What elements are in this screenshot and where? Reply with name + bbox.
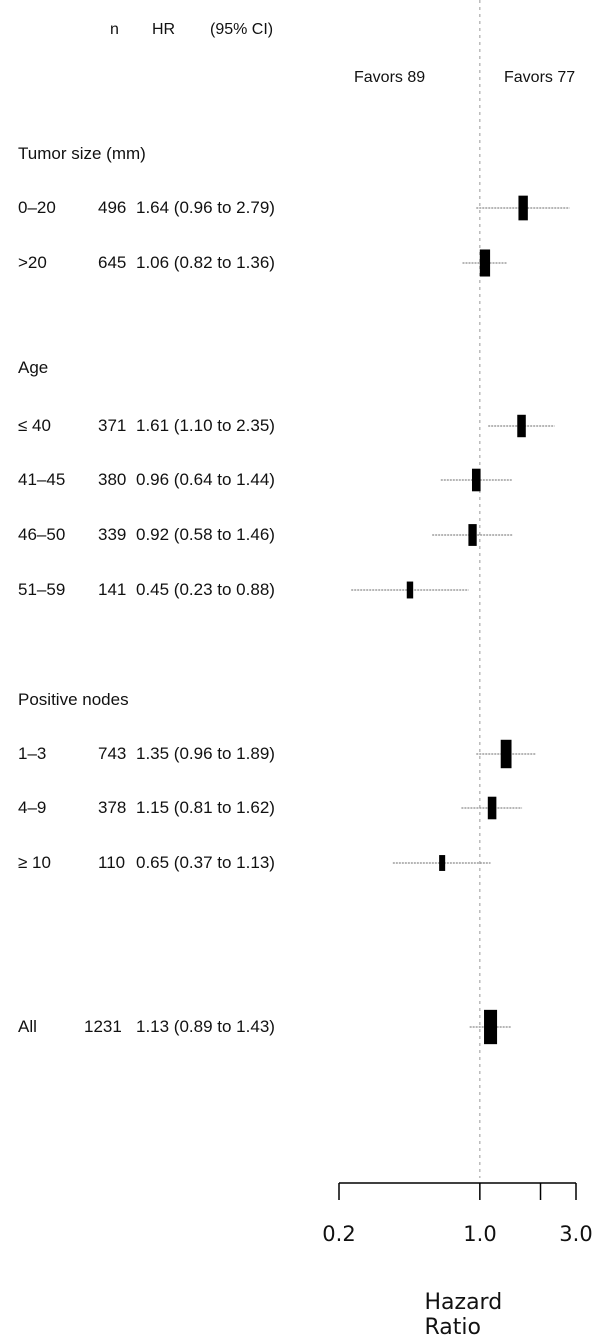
- hr-marker: [406, 581, 414, 599]
- row-n: 380: [98, 470, 127, 489]
- row-n: 371: [98, 416, 127, 435]
- col-header-ci: (95% CI): [210, 21, 274, 38]
- row-n: 743: [98, 744, 127, 763]
- x-tick-label: 1.0: [463, 1222, 497, 1246]
- row-label: All: [18, 1017, 37, 1036]
- favors-left-label: Favors 89: [354, 69, 426, 86]
- hr-marker: [487, 796, 497, 820]
- x-tick-label: 3.0: [559, 1222, 593, 1246]
- col-header-n: n: [110, 21, 119, 38]
- row-label: 46–50: [18, 525, 66, 544]
- row-label: ≤ 40: [18, 416, 51, 435]
- row-hr-ci: 1.15 (0.81 to 1.62): [136, 798, 275, 817]
- row-hr-ci: 1.35 (0.96 to 1.89): [136, 744, 275, 763]
- x-tick-label: 0.2: [322, 1222, 356, 1246]
- row-label: 41–45: [18, 470, 66, 489]
- section-title: Positive nodes: [18, 690, 129, 709]
- row-label: 4–9: [18, 798, 47, 817]
- row-label: ≥ 10: [18, 853, 51, 872]
- hr-marker: [479, 249, 491, 277]
- section-title: Age: [18, 358, 49, 377]
- row-hr-ci: 0.45 (0.23 to 0.88): [136, 580, 275, 599]
- row-hr-ci: 1.61 (1.10 to 2.35): [136, 416, 275, 435]
- row-n: 1231: [84, 1017, 122, 1036]
- row-hr-ci: 0.92 (0.58 to 1.46): [136, 525, 275, 544]
- row-label: 51–59: [18, 580, 66, 599]
- row-hr-ci: 0.65 (0.37 to 1.13): [136, 853, 275, 872]
- row-n: 339: [98, 525, 127, 544]
- row-label: 0–20: [18, 198, 56, 217]
- row-hr-ci: 1.13 (0.89 to 1.43): [136, 1017, 275, 1036]
- x-axis-label: Hazard Ratio: [424, 1290, 503, 1340]
- row-n: 110: [98, 853, 126, 872]
- row-n: 141: [98, 580, 127, 599]
- row-label: >20: [18, 253, 47, 272]
- hr-marker: [484, 1009, 498, 1045]
- row-n: 378: [98, 798, 127, 817]
- hr-marker: [439, 855, 446, 871]
- row-n: 645: [98, 253, 127, 272]
- favors-right-label: Favors 77: [504, 69, 576, 86]
- row-hr-ci: 0.96 (0.64 to 1.44): [136, 470, 275, 489]
- row-n: 496: [98, 198, 127, 217]
- hr-marker: [500, 739, 512, 769]
- row-hr-ci: 1.06 (0.82 to 1.36): [136, 253, 275, 272]
- col-header-hr: HR: [152, 21, 176, 38]
- hr-marker: [468, 524, 477, 546]
- row-label: 1–3: [18, 744, 47, 763]
- hr-marker: [518, 195, 528, 221]
- hr-marker: [517, 414, 526, 438]
- row-hr-ci: 1.64 (0.96 to 2.79): [136, 198, 275, 217]
- section-title: Tumor size (mm): [18, 144, 146, 163]
- hr-marker: [471, 468, 481, 492]
